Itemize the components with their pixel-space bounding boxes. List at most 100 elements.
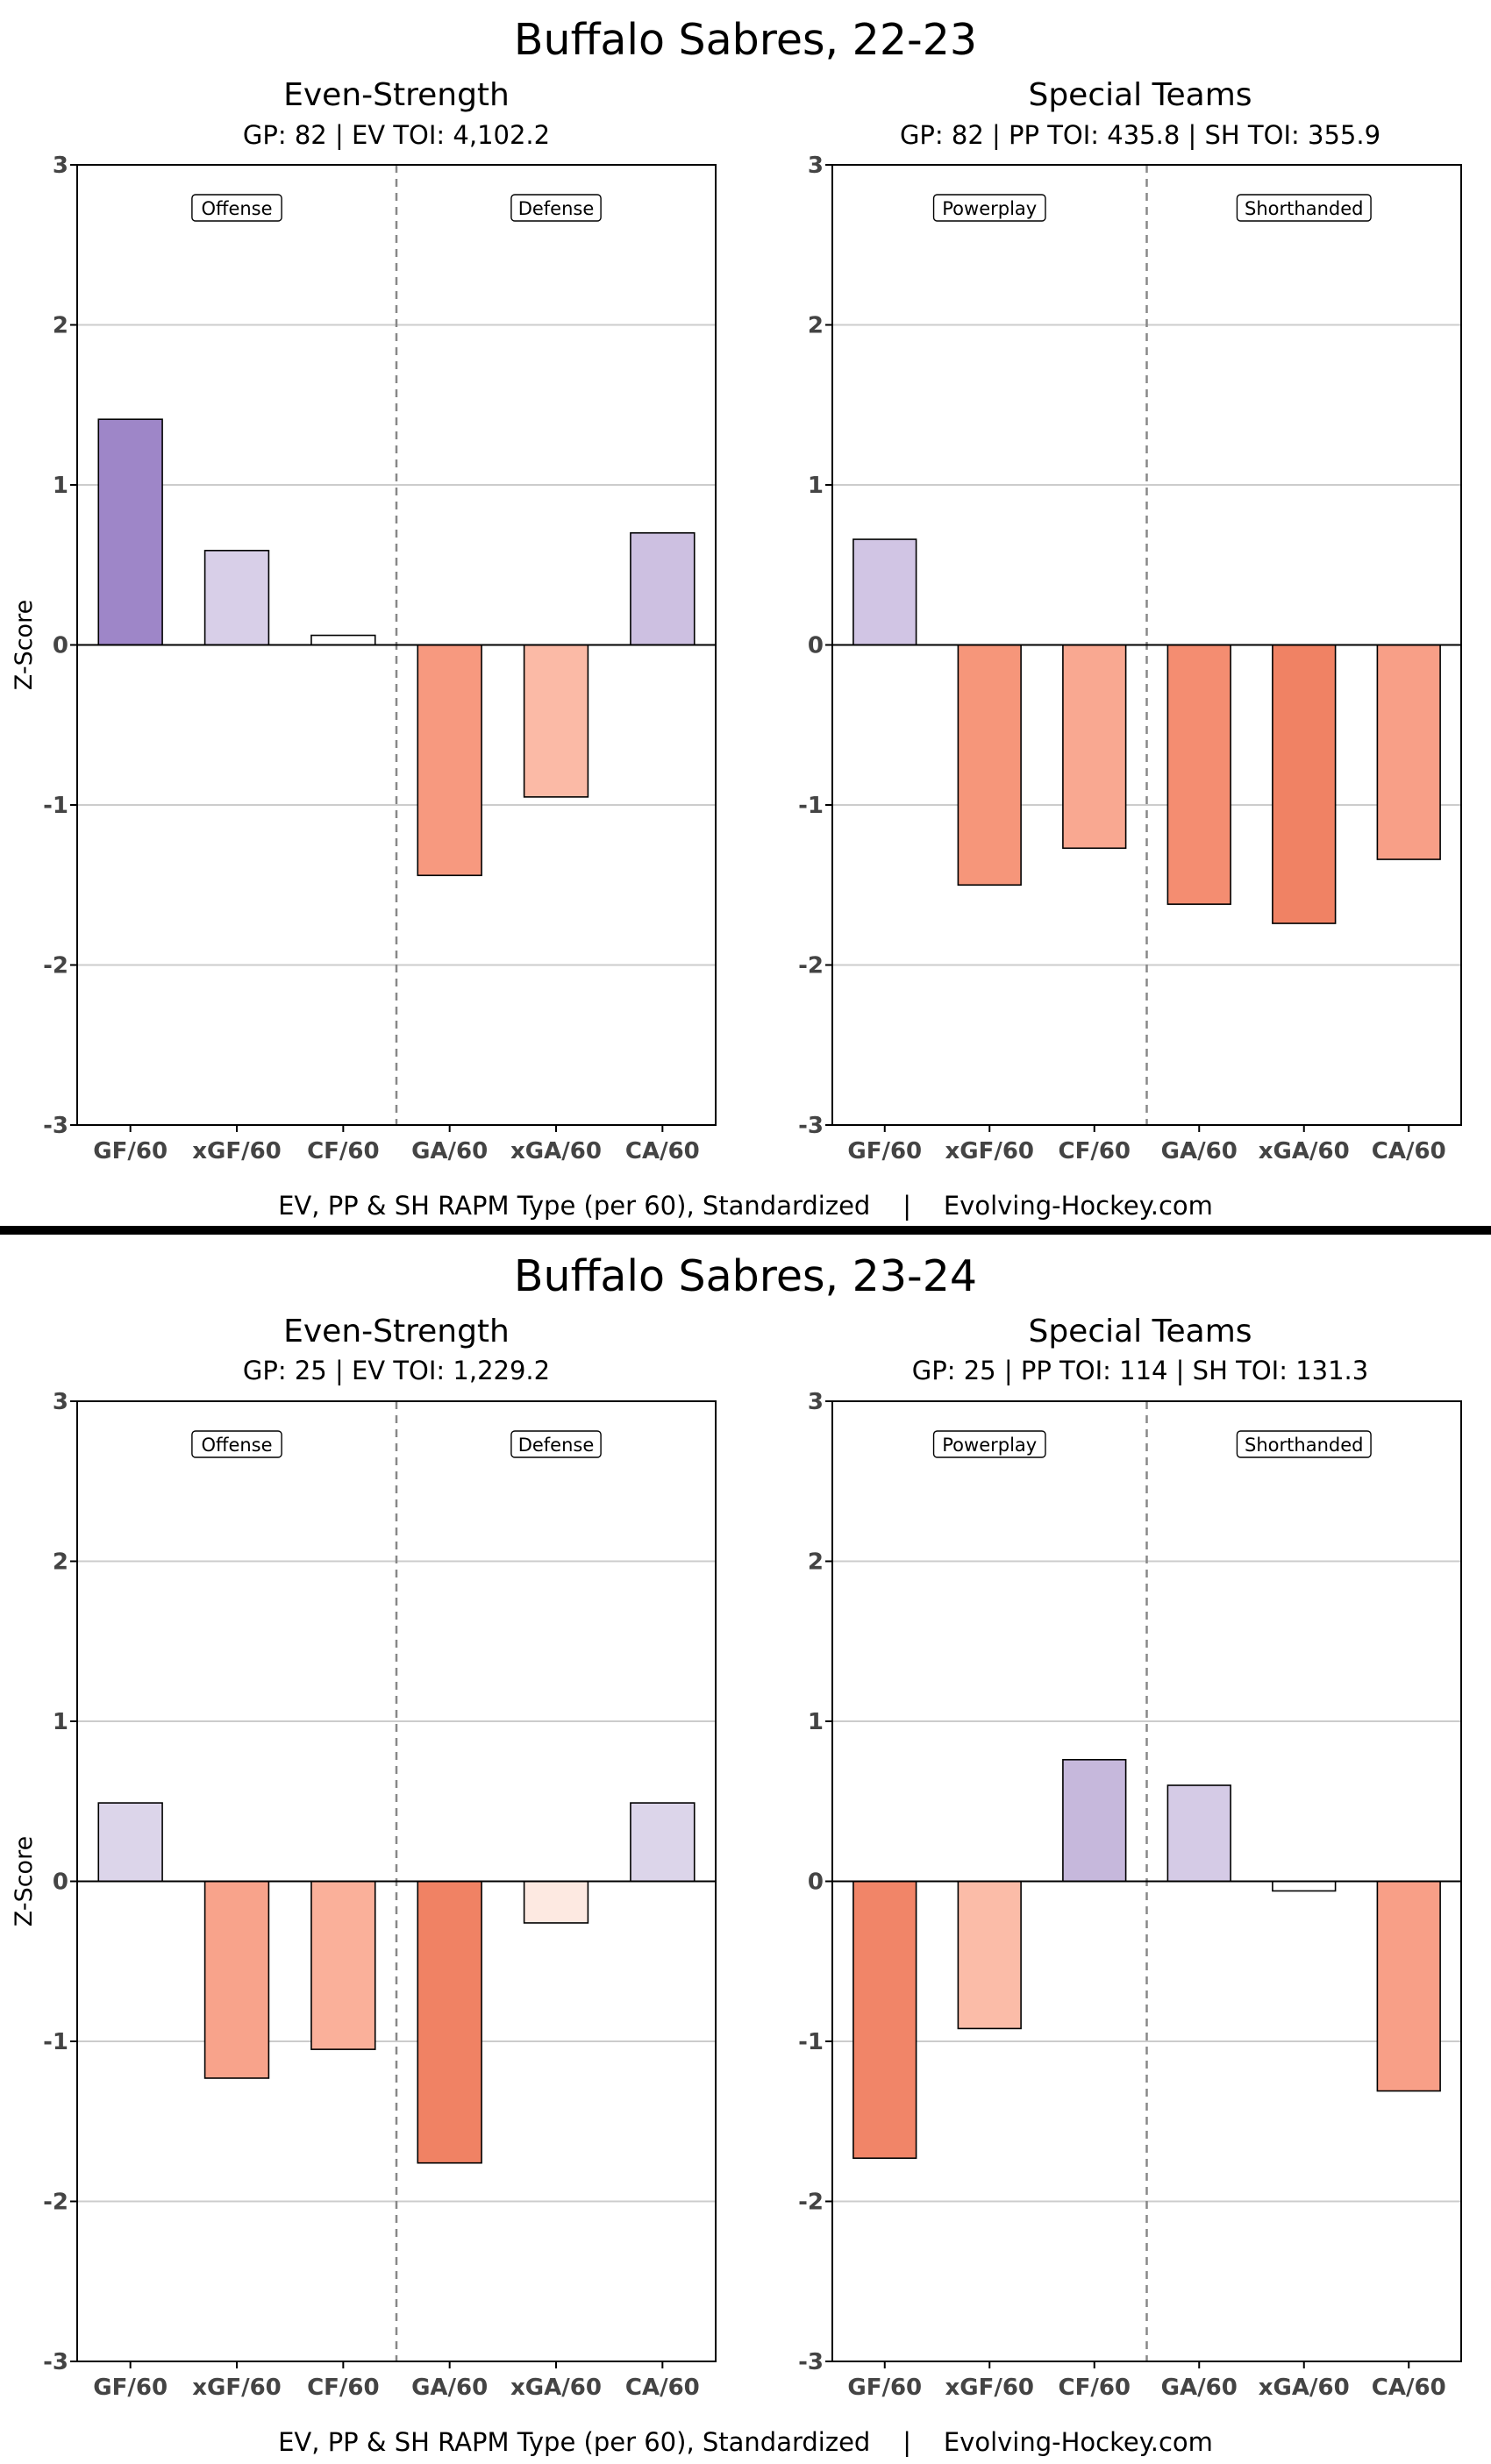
y-tick-label: -3 bbox=[43, 1113, 68, 1139]
plot-frame bbox=[76, 164, 717, 1126]
x-tick-label: xGF/60 bbox=[945, 2375, 1034, 2401]
bar-cf-60 bbox=[1062, 1758, 1127, 1883]
x-tick-label: xGF/60 bbox=[945, 1138, 1034, 1164]
bar-gf-60 bbox=[97, 418, 163, 646]
section-label-box bbox=[510, 194, 602, 222]
y-tick-label: 0 bbox=[808, 633, 824, 659]
panel-title: Even-Strength bbox=[283, 77, 510, 113]
section-label-box bbox=[1236, 194, 1372, 222]
section-label-text: Shorthanded bbox=[1245, 198, 1363, 219]
x-tick-label: GF/60 bbox=[93, 1138, 168, 1164]
y-tick-label: 0 bbox=[808, 1869, 824, 1896]
panel-title: Even-Strength bbox=[283, 1314, 510, 1350]
section-label: Powerplay bbox=[932, 194, 1046, 222]
bar-ga-60 bbox=[417, 644, 482, 877]
panel-title: Special Teams bbox=[1028, 1314, 1252, 1350]
x-tick-label: GF/60 bbox=[93, 2375, 168, 2401]
section-label-box bbox=[1236, 1430, 1372, 1458]
y-tick-label: -1 bbox=[798, 793, 824, 819]
y-tick-label: -3 bbox=[798, 1113, 824, 1139]
plot-frame bbox=[831, 164, 1462, 1126]
bar-xgf-60 bbox=[957, 1880, 1022, 2030]
bar-xgf-60 bbox=[203, 1880, 270, 2079]
section-label-text: Offense bbox=[201, 1435, 272, 1456]
bar-ga-60 bbox=[417, 1880, 482, 2164]
y-tick-label: -2 bbox=[43, 953, 68, 979]
y-tick-label: 3 bbox=[808, 153, 824, 179]
footer-caption: EV, PP & SH RAPM Type (per 60), Standard… bbox=[278, 1191, 1213, 1221]
section-label-text: Offense bbox=[201, 198, 272, 219]
bar-gf-60 bbox=[97, 1802, 163, 1883]
bar-xgf-60 bbox=[203, 550, 270, 646]
section-label-box bbox=[191, 1430, 282, 1458]
y-tick-label: 3 bbox=[53, 153, 68, 179]
y-tick-label: 1 bbox=[808, 1709, 824, 1735]
section-label: Defense bbox=[510, 1430, 602, 1458]
plot-frame bbox=[76, 1400, 717, 2362]
panel-info: GP: 25 | PP TOI: 114 | SH TOI: 131.3 bbox=[911, 1356, 1369, 1385]
x-tick-label: xGA/60 bbox=[510, 1138, 602, 1164]
x-tick-label: xGF/60 bbox=[192, 2375, 282, 2401]
panel-title: Special Teams bbox=[1028, 77, 1252, 113]
x-tick-label: GA/60 bbox=[1161, 2375, 1238, 2401]
y-axis-label: Z-Score bbox=[11, 600, 38, 690]
bar-ca-60 bbox=[1376, 644, 1441, 860]
section-label-box bbox=[510, 1430, 602, 1458]
chart-special-teams-22-23: 3 2 1 0 -1 -2 -3 GF/60 xGF/60 CF/60 GA/60 xGA/60 CA/… bbox=[798, 153, 1462, 1164]
bar-cf-60 bbox=[1062, 644, 1127, 850]
bar-ca-60 bbox=[1376, 1880, 1441, 2092]
x-tick-label: CF/60 bbox=[307, 2375, 380, 2401]
x-tick-label: GF/60 bbox=[847, 2375, 922, 2401]
y-tick-label: 3 bbox=[808, 1389, 824, 1415]
x-tick-label: CA/60 bbox=[1372, 2375, 1446, 2401]
bar-gf-60 bbox=[853, 538, 917, 646]
y-tick-label: 1 bbox=[53, 1709, 68, 1735]
bar-xga-60 bbox=[523, 644, 589, 798]
chart-even-strength-23-24: 3 2 1 0 -1 -2 -3 GF/60 xGF/60 CF/60 GA/60 xGA/60 CA/… bbox=[11, 1389, 717, 2401]
x-tick-label: GA/60 bbox=[1161, 1138, 1238, 1164]
y-tick-label: -1 bbox=[43, 2029, 68, 2055]
section-label-text: Shorthanded bbox=[1245, 1435, 1363, 1456]
bar-gf-60 bbox=[853, 1880, 917, 2160]
section-label: Powerplay bbox=[932, 1430, 1046, 1458]
y-tick-label: 1 bbox=[53, 473, 68, 499]
y-tick-label: -2 bbox=[798, 953, 824, 979]
section-label: Offense bbox=[191, 194, 282, 222]
y-tick-label: -1 bbox=[43, 793, 68, 819]
section-label-text: Powerplay bbox=[942, 1435, 1037, 1456]
x-tick-label: CA/60 bbox=[625, 1138, 700, 1164]
section-label: Shorthanded bbox=[1236, 1430, 1372, 1458]
panel-info: GP: 82 | PP TOI: 435.8 | SH TOI: 355.9 bbox=[899, 120, 1381, 150]
y-tick-label: 2 bbox=[53, 313, 68, 339]
y-tick-label: -3 bbox=[43, 2349, 68, 2375]
y-tick-label: 0 bbox=[53, 1869, 68, 1896]
footer-caption: EV, PP & SH RAPM Type (per 60), Standard… bbox=[278, 2427, 1213, 2457]
section-label-text: Defense bbox=[518, 198, 595, 219]
section-label-text: Defense bbox=[518, 1435, 595, 1456]
y-tick-label: 1 bbox=[808, 473, 824, 499]
bar-xga-60 bbox=[1272, 644, 1337, 924]
bar-xgf-60 bbox=[957, 644, 1022, 887]
y-tick-label: -3 bbox=[798, 2349, 824, 2375]
y-tick-label: 2 bbox=[53, 1549, 68, 1576]
x-tick-label: xGF/60 bbox=[192, 1138, 282, 1164]
x-tick-label: CF/60 bbox=[1058, 1138, 1131, 1164]
section-label-box bbox=[932, 1430, 1046, 1458]
x-tick-label: GA/60 bbox=[411, 2375, 488, 2401]
panel-info: GP: 82 | EV TOI: 4,102.2 bbox=[242, 120, 551, 150]
y-tick-label: 2 bbox=[808, 1549, 824, 1576]
bar-xga-60 bbox=[1272, 1880, 1337, 1892]
bar-ga-60 bbox=[1166, 1784, 1231, 1883]
x-tick-label: xGA/60 bbox=[510, 2375, 602, 2401]
x-tick-label: CA/60 bbox=[625, 2375, 700, 2401]
chart-special-teams-23-24: 3 2 1 0 -1 -2 -3 GF/60 xGF/60 CF/60 GA/60 xGA/60 CA/… bbox=[798, 1389, 1462, 2401]
x-tick-label: GA/60 bbox=[411, 1138, 488, 1164]
bar-cf-60 bbox=[310, 634, 376, 646]
x-tick-label: xGA/60 bbox=[1259, 2375, 1350, 2401]
x-tick-label: GF/60 bbox=[847, 1138, 922, 1164]
bar-ca-60 bbox=[630, 1802, 696, 1883]
y-tick-label: -2 bbox=[43, 2190, 68, 2216]
section-label-text: Powerplay bbox=[942, 198, 1037, 219]
y-tick-label: -2 bbox=[798, 2190, 824, 2216]
